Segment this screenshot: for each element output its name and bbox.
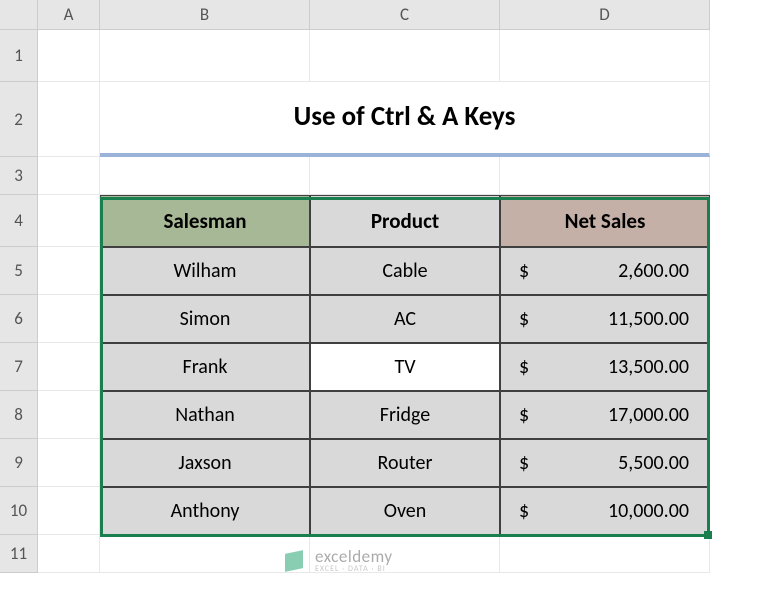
table-row[interactable]: AC [310,295,500,343]
table-row[interactable]: Wilham [100,247,310,295]
net-sales-value: 10,000.00 [608,499,697,523]
active-cell[interactable]: TV [310,343,500,391]
cell-B1[interactable] [100,30,310,82]
table-row[interactable]: $ 11,500.00 [500,295,710,343]
cell-A5[interactable] [38,247,100,295]
cell-A3[interactable] [38,157,100,195]
row-header-2[interactable]: 2 [0,82,38,157]
row-header-8[interactable]: 8 [0,391,38,439]
col-header-B[interactable]: B [100,0,310,30]
cell-C11[interactable] [310,535,500,573]
net-sales-value: 2,600.00 [618,259,697,283]
cell-D11[interactable] [500,535,710,573]
cell-A6[interactable] [38,295,100,343]
cell-A2[interactable] [38,82,100,157]
net-sales-value: 13,500.00 [608,355,697,379]
cell-A7[interactable] [38,343,100,391]
table-header-salesman[interactable]: Salesman [100,195,310,247]
cell-A8[interactable] [38,391,100,439]
net-sales-value: 5,500.00 [618,451,697,475]
table-header-product[interactable]: Product [310,195,500,247]
table-row[interactable]: Frank [100,343,310,391]
table-row[interactable]: $ 2,600.00 [500,247,710,295]
net-sales-value: 11,500.00 [608,307,697,331]
title-cell[interactable]: Use of Ctrl & A Keys [100,82,710,157]
currency-symbol: $ [513,451,529,475]
table-row[interactable]: Anthony [100,487,310,535]
row-header-11[interactable]: 11 [0,535,38,573]
cell-B11[interactable] [100,535,310,573]
row-header-6[interactable]: 6 [0,295,38,343]
cell-B3[interactable] [100,157,310,195]
currency-symbol: $ [513,355,529,379]
currency-symbol: $ [513,259,529,283]
spreadsheet-grid: A B C D 1 2 Use of Ctrl & A Keys 3 4 Sal… [0,0,767,573]
row-header-1[interactable]: 1 [0,30,38,82]
table-row[interactable]: Router [310,439,500,487]
select-all-corner[interactable] [0,0,38,30]
row-header-7[interactable]: 7 [0,343,38,391]
cell-D1[interactable] [500,30,710,82]
net-sales-value: 17,000.00 [608,403,697,427]
row-header-3[interactable]: 3 [0,157,38,195]
table-row[interactable]: Nathan [100,391,310,439]
currency-symbol: $ [513,307,529,331]
row-header-9[interactable]: 9 [0,439,38,487]
table-header-netsales[interactable]: Net Sales [500,195,710,247]
cell-A11[interactable] [38,535,100,573]
col-header-D[interactable]: D [500,0,710,30]
currency-symbol: $ [513,499,529,523]
currency-symbol: $ [513,403,529,427]
cell-A9[interactable] [38,439,100,487]
table-row[interactable]: $ 17,000.00 [500,391,710,439]
col-header-C[interactable]: C [310,0,500,30]
cell-C3[interactable] [310,157,500,195]
table-row[interactable]: Fridge [310,391,500,439]
row-header-4[interactable]: 4 [0,195,38,247]
cell-D3[interactable] [500,157,710,195]
col-header-A[interactable]: A [38,0,100,30]
table-row[interactable]: Simon [100,295,310,343]
table-row[interactable]: Jaxson [100,439,310,487]
cell-A4[interactable] [38,195,100,247]
cell-A1[interactable] [38,30,100,82]
cell-A10[interactable] [38,487,100,535]
table-row[interactable]: $ 5,500.00 [500,439,710,487]
table-row[interactable]: $ 13,500.00 [500,343,710,391]
row-header-5[interactable]: 5 [0,247,38,295]
table-row[interactable]: Oven [310,487,500,535]
row-header-10[interactable]: 10 [0,487,38,535]
table-row[interactable]: Cable [310,247,500,295]
cell-C1[interactable] [310,30,500,82]
table-row[interactable]: $ 10,000.00 [500,487,710,535]
